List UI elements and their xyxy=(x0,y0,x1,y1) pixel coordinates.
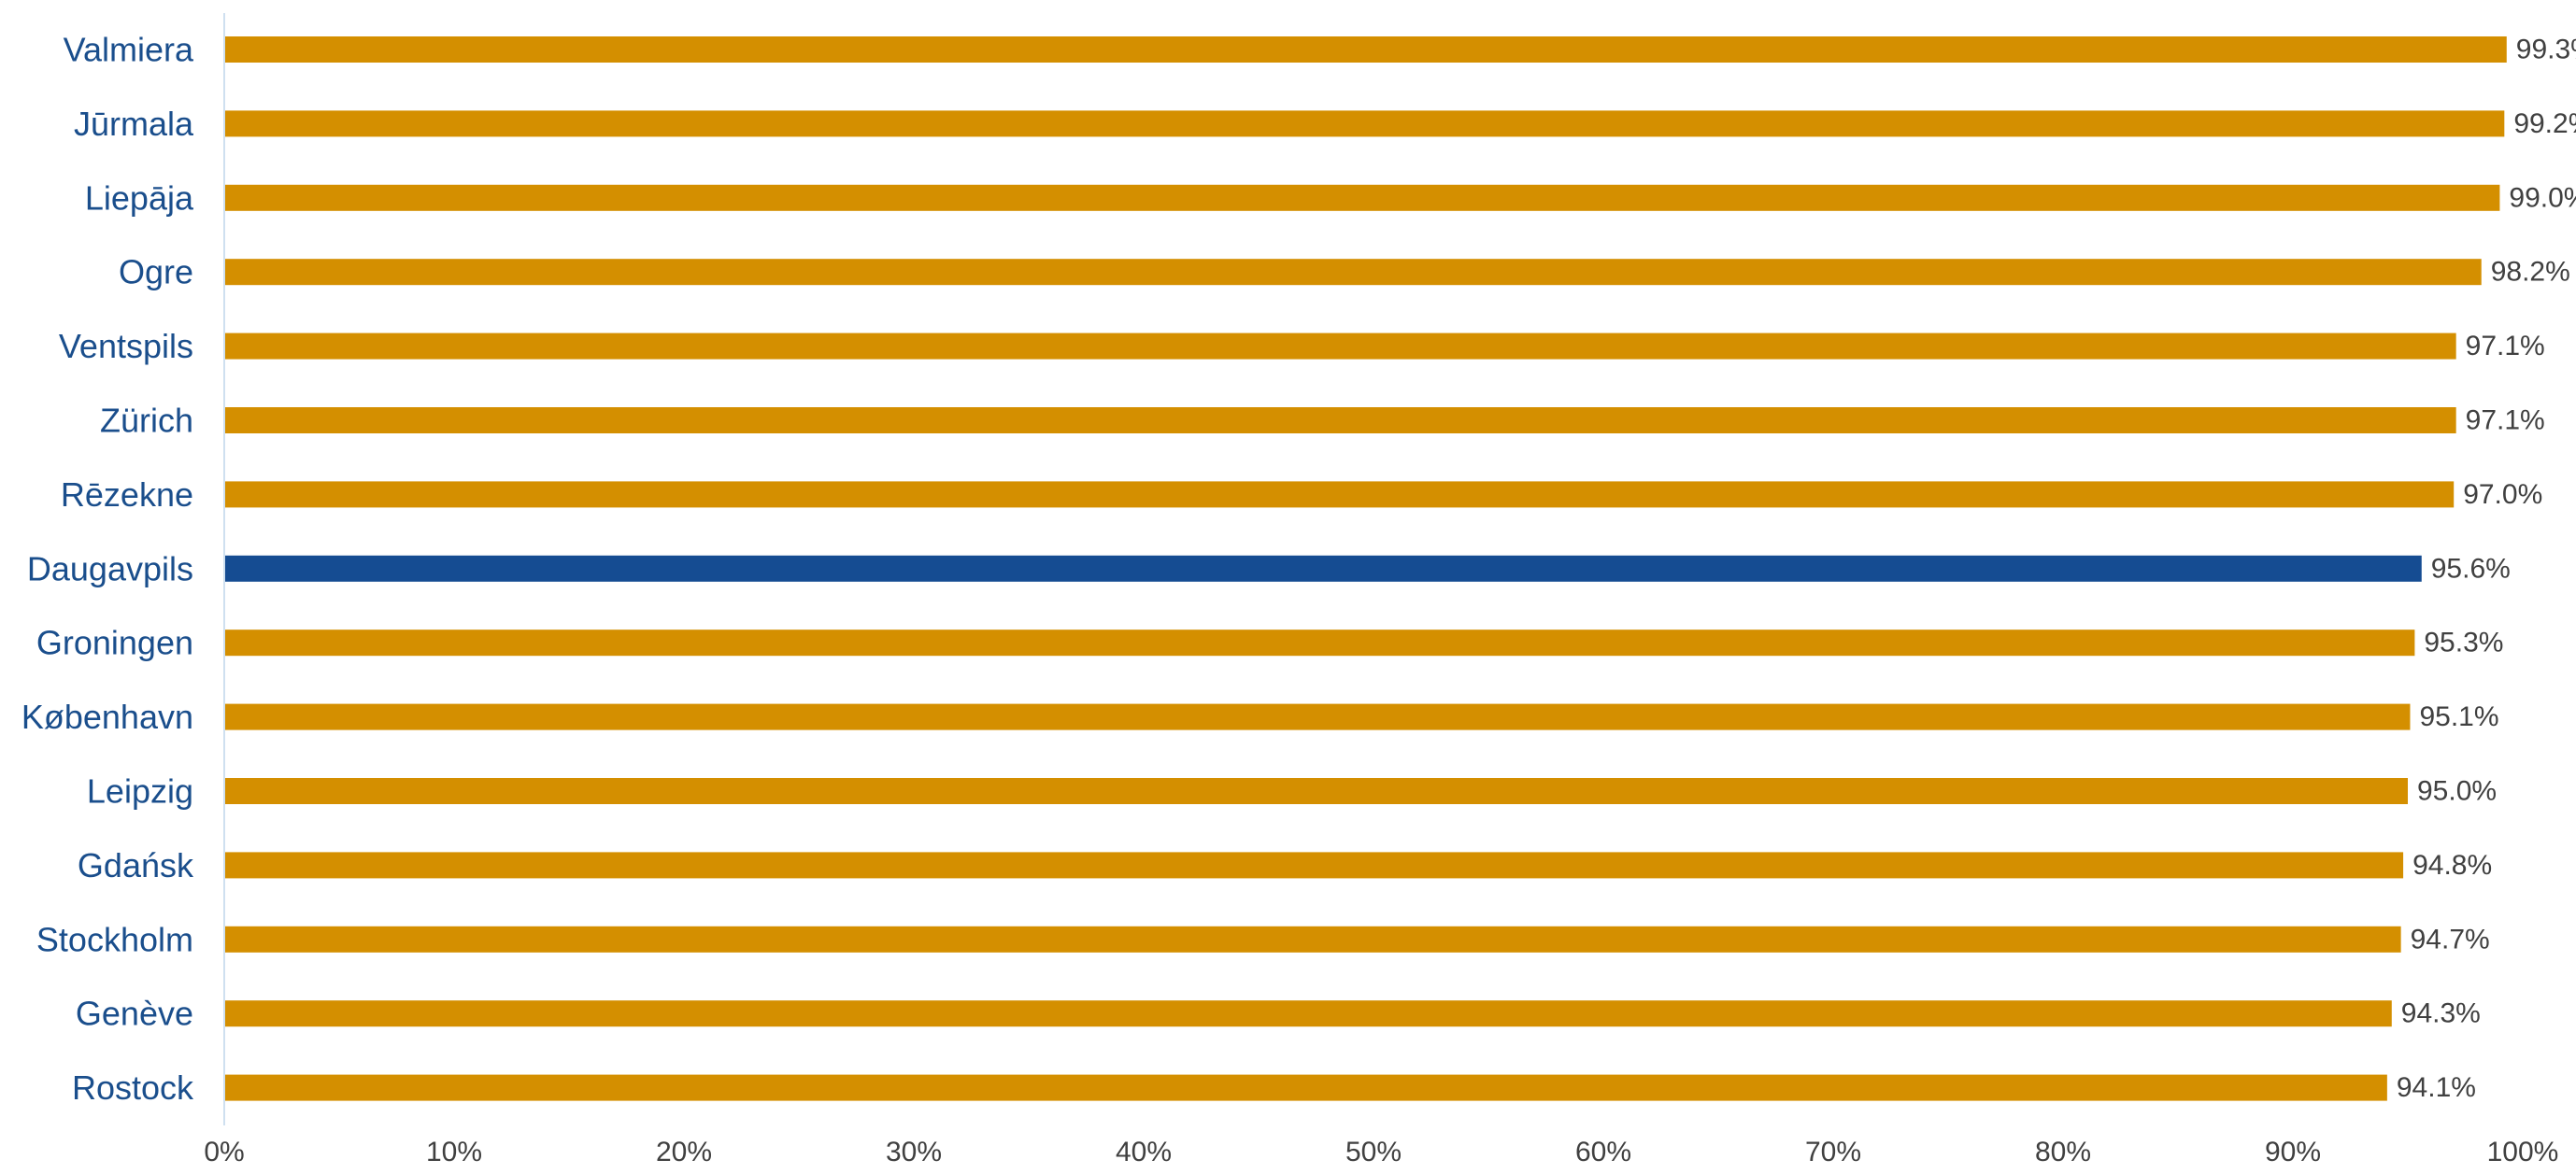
x-tick-label: 0% xyxy=(204,1137,244,1167)
value-label-zurich: 97.1% xyxy=(2466,405,2545,436)
x-tick-label: 60% xyxy=(1575,1137,1631,1167)
bar-leipzig xyxy=(224,778,2408,804)
value-labels: 99.3% 99.2% 99.0% 98.2% 97.1% 97.1% 97.0% 95.6%… xyxy=(2397,35,2576,1104)
value-label-ventspils: 97.1% xyxy=(2466,331,2545,361)
x-tick-label: 20% xyxy=(656,1137,712,1167)
category-label-jurmala: Jūrmala xyxy=(74,105,194,143)
value-label-daugavpils: 95.6% xyxy=(2431,553,2511,584)
bar-liepaja xyxy=(224,184,2500,211)
bar-groningen xyxy=(224,629,2415,657)
category-label-liepaja: Liepāja xyxy=(85,178,194,217)
value-label-liepaja: 99.0% xyxy=(2509,182,2576,213)
bar-geneve xyxy=(224,1000,2392,1027)
bar-zurich xyxy=(224,407,2456,433)
category-labels: Valmiera Jūrmala Liepāja Ogre Ventspils Züric… xyxy=(21,31,194,1108)
category-label-zurich: Zürich xyxy=(100,402,193,440)
x-tick-label: 70% xyxy=(1805,1137,1861,1167)
bar-valmiera xyxy=(224,36,2507,63)
bar-daugavpils xyxy=(224,555,2422,582)
bar-rostock xyxy=(224,1074,2387,1101)
bar-rezekne xyxy=(224,481,2455,508)
category-label-ogre: Ogre xyxy=(119,253,193,291)
x-tick-label: 90% xyxy=(2265,1137,2321,1167)
value-label-rostock: 94.1% xyxy=(2397,1072,2476,1103)
category-label-daugavpils: Daugavpils xyxy=(27,549,193,587)
value-label-k-benhavn: 95.1% xyxy=(2419,701,2498,732)
bar-gdansk xyxy=(224,852,2404,879)
value-label-valmiera: 99.3% xyxy=(2516,35,2576,65)
category-label-gdansk: Gdańsk xyxy=(78,846,194,884)
x-tick-label: 30% xyxy=(886,1137,942,1167)
category-label-groningen: Groningen xyxy=(36,624,193,662)
bar-stockholm xyxy=(224,926,2401,953)
value-label-geneve: 94.3% xyxy=(2401,998,2481,1029)
x-tick-label: 50% xyxy=(1345,1137,1402,1167)
value-label-groningen: 95.3% xyxy=(2424,628,2503,658)
value-label-stockholm: 94.7% xyxy=(2411,924,2490,955)
category-label-rostock: Rostock xyxy=(72,1068,194,1107)
category-label-rezekne: Rēzekne xyxy=(61,475,193,514)
value-label-ogre: 98.2% xyxy=(2491,257,2570,288)
value-label-gdansk: 94.8% xyxy=(2412,850,2492,881)
category-label-valmiera: Valmiera xyxy=(64,31,194,69)
category-label-stockholm: Stockholm xyxy=(36,920,193,958)
bar-jurmala xyxy=(224,110,2505,137)
category-label-leipzig: Leipzig xyxy=(87,772,193,811)
bars-layer xyxy=(224,36,2507,1101)
bar-ogre xyxy=(224,259,2482,286)
bar-ventspils xyxy=(224,332,2456,360)
value-label-jurmala: 99.2% xyxy=(2513,108,2576,139)
x-axis-ticks: 0% 10% 20% 30% 40% 50% 60% 70% 80% 90% 100% xyxy=(204,1137,2558,1167)
x-tick-label: 80% xyxy=(2035,1137,2091,1167)
x-tick-label: 100% xyxy=(2487,1137,2559,1167)
value-label-rezekne: 97.0% xyxy=(2463,479,2542,510)
bar-k-benhavn xyxy=(224,703,2411,730)
category-label-k-benhavn: København xyxy=(21,698,193,736)
category-label-ventspils: Ventspils xyxy=(59,327,193,365)
x-tick-label: 10% xyxy=(426,1137,482,1167)
category-label-geneve: Genève xyxy=(76,995,193,1033)
x-tick-label: 40% xyxy=(1116,1137,1172,1167)
value-label-leipzig: 95.0% xyxy=(2417,776,2497,807)
